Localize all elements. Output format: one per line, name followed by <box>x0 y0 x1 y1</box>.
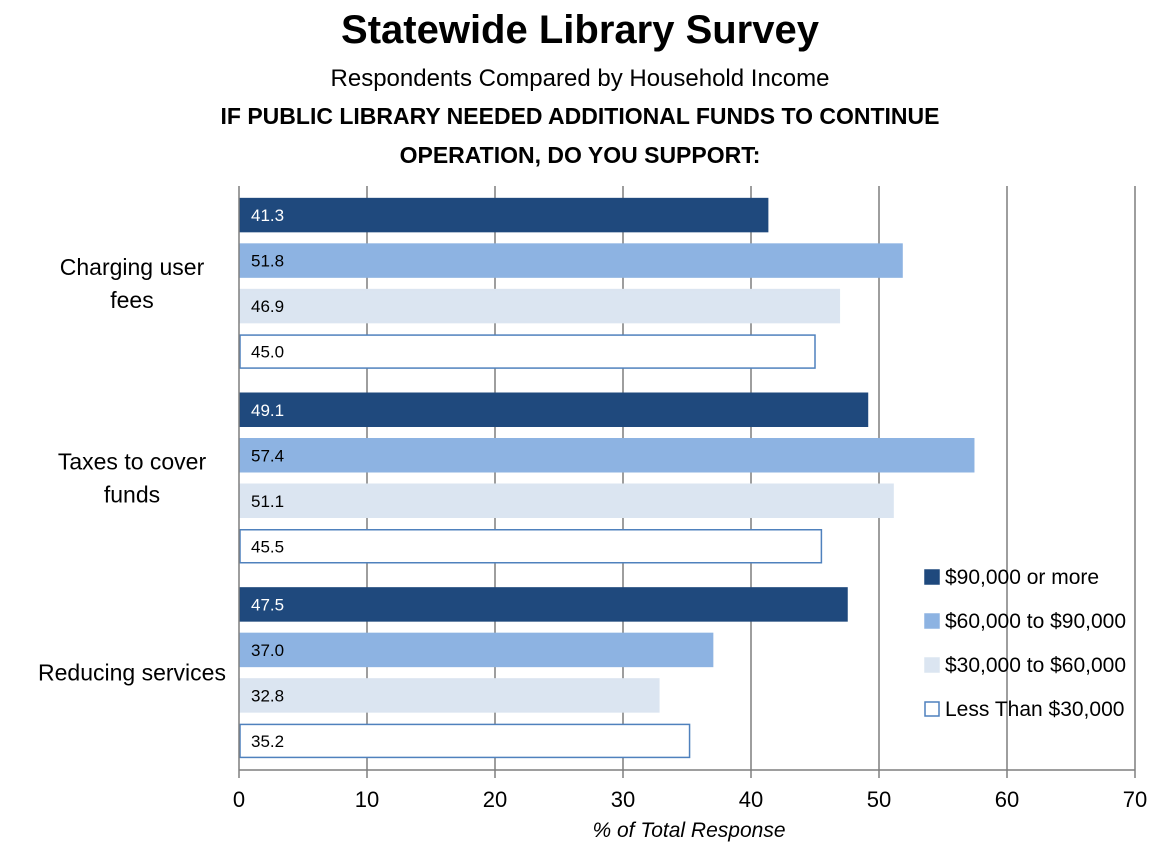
data-label: 32.8 <box>251 686 284 705</box>
x-tick-label: 20 <box>483 787 507 812</box>
legend-label: $90,000 or more <box>945 566 1099 589</box>
legend-label: Less Than $30,000 <box>945 698 1124 721</box>
x-tick-label: 60 <box>995 787 1019 812</box>
data-label: 45.5 <box>251 537 284 556</box>
x-tick-label: 30 <box>611 787 635 812</box>
data-label: 45.0 <box>251 343 284 362</box>
data-label: 37.0 <box>251 641 284 660</box>
category-label: fees <box>110 287 153 313</box>
question-line-2: OPERATION, DO YOU SUPPORT: <box>400 142 761 168</box>
x-tick-label: 70 <box>1123 787 1147 812</box>
bar <box>239 243 903 278</box>
legend: $90,000 or more $60,000 to $90,000 $30,000… <box>924 566 1126 721</box>
bars: 41.3 51.8 46.9 45.0 49.1 57.4 51.1 45.5 47.5 37.0… <box>239 197 975 759</box>
chart-title: Statewide Library Survey <box>341 8 820 52</box>
data-label: 51.1 <box>251 492 284 511</box>
category-label: Taxes to cover <box>58 449 207 475</box>
category-labels: Charging user fees Taxes to cover funds Redu… <box>38 254 226 686</box>
legend-swatch <box>924 613 940 629</box>
bar <box>239 197 769 233</box>
legend-swatch <box>924 569 940 585</box>
bar <box>239 334 816 369</box>
bar <box>239 723 691 759</box>
category-label: Charging user <box>60 254 205 280</box>
x-axis-label: % of Total Response <box>592 819 785 842</box>
question-line-1: IF PUBLIC LIBRARY NEEDED ADDITIONAL FUND… <box>221 103 940 129</box>
category-label: funds <box>104 482 160 508</box>
legend-swatch <box>924 657 940 673</box>
category-label: Reducing services <box>38 660 226 686</box>
legend-swatch <box>924 701 940 717</box>
data-label: 51.8 <box>251 252 284 271</box>
bar <box>239 483 894 518</box>
x-tick-label: 0 <box>233 787 245 812</box>
data-label: 35.2 <box>251 732 284 751</box>
bar <box>239 438 975 473</box>
bar <box>239 587 848 622</box>
bar <box>239 288 841 324</box>
grid-lines <box>366 186 1136 770</box>
legend-label: $30,000 to $60,000 <box>945 654 1126 677</box>
data-label: 41.3 <box>251 206 284 225</box>
x-tick-label: 50 <box>867 787 891 812</box>
x-axis: 0 10 20 30 40 50 60 70 <box>233 186 1147 812</box>
chart-subtitle: Respondents Compared by Household Income <box>331 65 830 92</box>
data-label: 47.5 <box>251 595 284 614</box>
legend-label: $60,000 to $90,000 <box>945 610 1126 633</box>
x-tick-label: 10 <box>355 787 379 812</box>
bar <box>239 678 660 713</box>
bar <box>239 632 714 668</box>
data-label: 49.1 <box>251 401 284 420</box>
bar <box>239 392 869 427</box>
bar <box>239 529 823 564</box>
data-label: 46.9 <box>251 297 284 316</box>
x-tick-label: 40 <box>739 787 763 812</box>
data-label: 57.4 <box>251 446 284 465</box>
